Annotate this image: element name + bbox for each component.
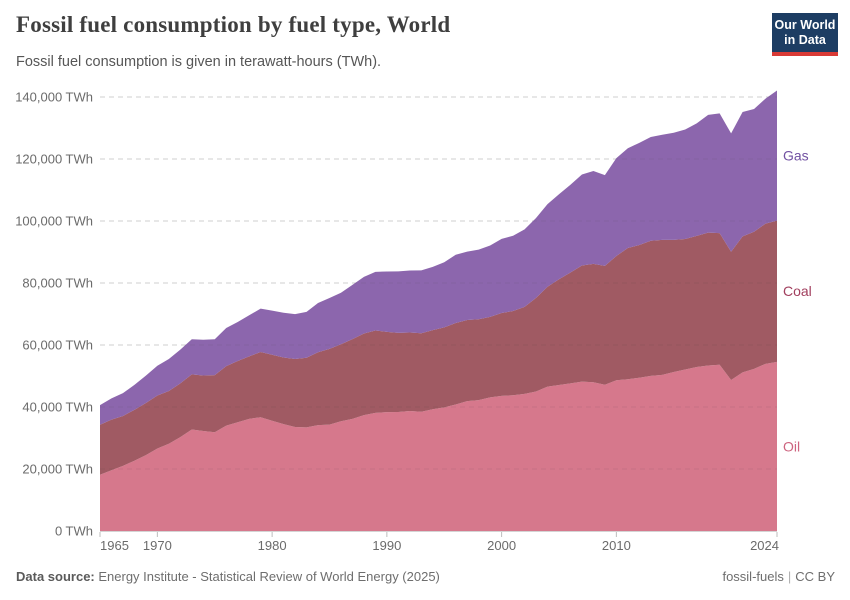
y-axis-label: 0 TWh	[55, 524, 93, 539]
chart-subtitle: Fossil fuel consumption is given in tera…	[16, 54, 382, 70]
x-axis: 1965 1970 1980 1990 2000 2010 2024	[99, 531, 779, 553]
x-axis-label: 1965	[100, 538, 129, 553]
logo-line-1: Our World	[774, 18, 836, 32]
data-source-text: Energy Institute - Statistical Review of…	[94, 569, 440, 584]
y-axis: 0 TWh 20,000 TWh 40,000 TWh 60,000 TWh 80,00…	[15, 90, 93, 539]
topic-link[interactable]: fossil-fuels	[722, 569, 784, 584]
y-axis-label: 100,000 TWh	[15, 214, 93, 229]
y-axis-label: 40,000 TWh	[22, 400, 93, 415]
series-areas	[100, 90, 777, 531]
x-axis-label: 2024	[750, 538, 779, 553]
x-axis-label: 1980	[258, 538, 287, 553]
y-axis-label: 60,000 TWh	[22, 338, 93, 353]
gridlines-over	[100, 96, 777, 470]
x-axis-label: 2000	[487, 538, 516, 553]
logo-line-2: in Data	[784, 32, 826, 47]
owid-logo: Our World in Data	[772, 13, 838, 56]
area-coal[interactable]	[100, 220, 777, 475]
footer-links: fossil-fuels | CC BY	[722, 569, 835, 584]
series-labels: Oil Coal Gas	[783, 148, 812, 455]
x-axis-label: 1990	[372, 538, 401, 553]
data-source-label: Data source:	[16, 569, 95, 584]
y-axis-label: 80,000 TWh	[22, 276, 93, 291]
footer-separator: |	[787, 569, 792, 584]
data-source: Data source: Energy Institute - Statisti…	[16, 569, 440, 584]
area-oil[interactable]	[100, 361, 777, 531]
page-title: Fossil fuel consumption by fuel type, Wo…	[16, 12, 451, 37]
x-axis-label: 1970	[143, 538, 172, 553]
series-label-gas: Gas	[783, 148, 809, 164]
area-gas[interactable]	[100, 90, 777, 425]
y-axis-label: 20,000 TWh	[22, 462, 93, 477]
y-axis-label: 140,000 TWh	[15, 90, 93, 105]
series-label-oil: Oil	[783, 438, 800, 454]
license-link[interactable]: CC BY	[795, 569, 835, 584]
series-label-coal: Coal	[783, 283, 812, 299]
y-axis-label: 120,000 TWh	[15, 152, 93, 167]
x-axis-label: 2010	[602, 538, 631, 553]
